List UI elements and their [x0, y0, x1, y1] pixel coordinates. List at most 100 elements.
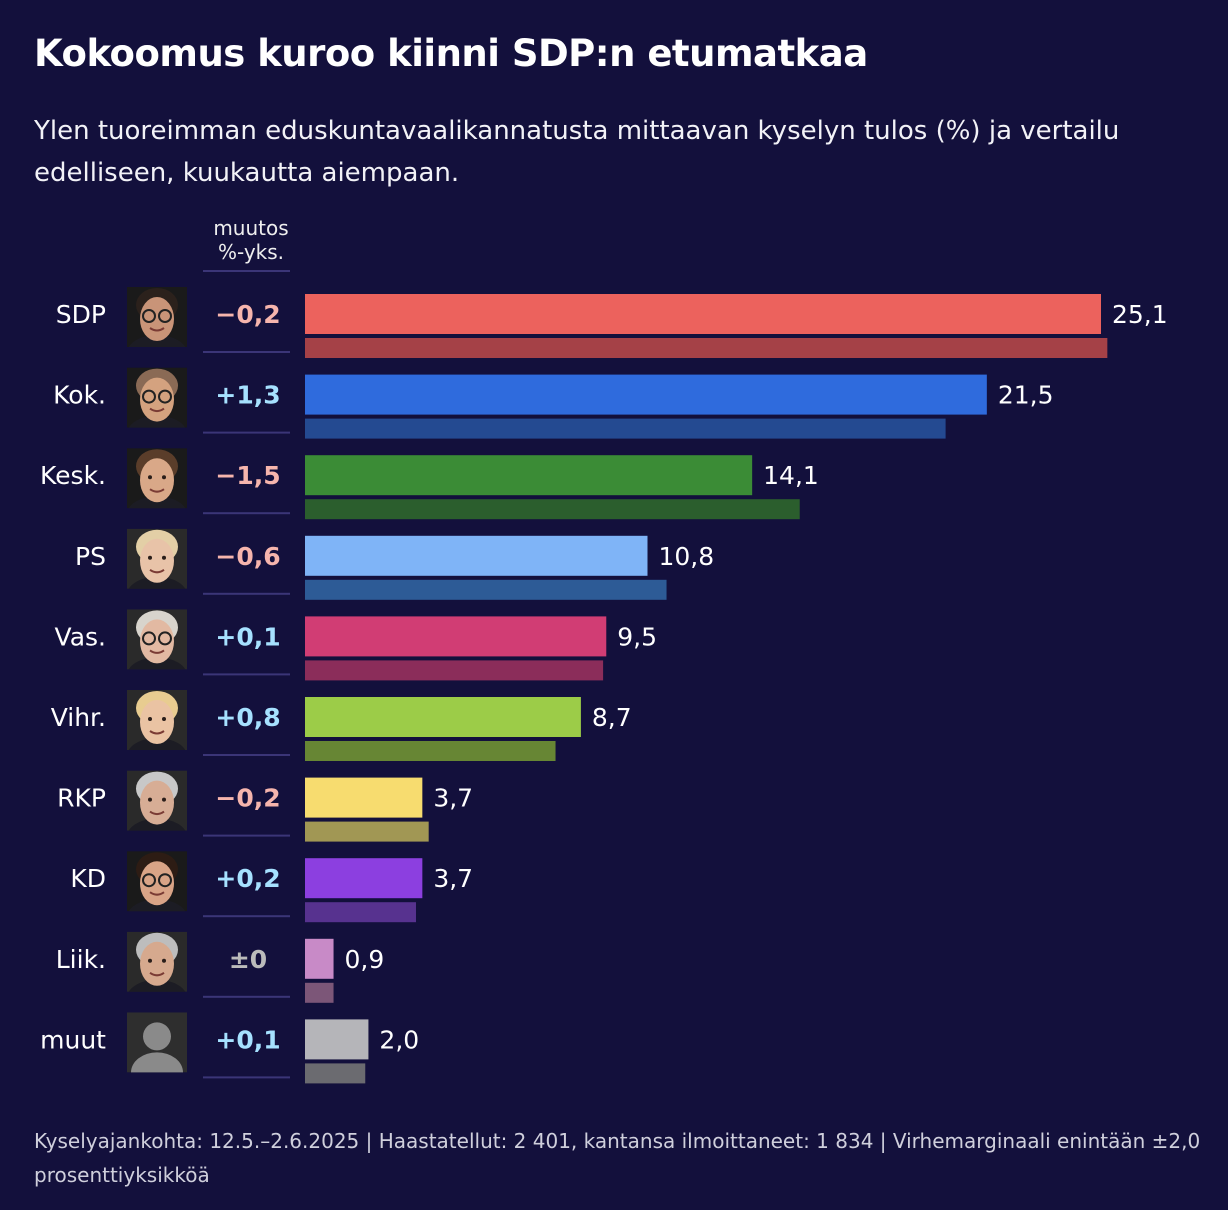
change-row-divider	[203, 915, 290, 918]
portrait-glasses-left	[142, 309, 156, 323]
portrait-shoulders	[128, 576, 186, 589]
value-label: 10,8	[659, 542, 715, 571]
party-leader-portrait-icon	[127, 690, 187, 750]
party-leader-portrait-icon	[127, 528, 187, 589]
change-row-divider	[203, 431, 290, 434]
current-result-bar	[305, 938, 334, 979]
party-leader-portrait-icon	[127, 931, 187, 992]
party-row-5: Vas. +0,1 9,5	[55, 609, 657, 681]
portrait-eye-right	[162, 475, 166, 480]
portrait-mouth	[149, 649, 165, 654]
portrait-shoulders	[128, 899, 186, 912]
portrait-face	[140, 538, 174, 583]
portrait-shoulders	[128, 496, 186, 509]
value-label: 9,5	[617, 622, 657, 651]
change-row-divider	[203, 834, 290, 837]
change-value: +0,1	[215, 622, 280, 651]
current-result-bar	[305, 535, 648, 576]
change-row-divider	[203, 995, 290, 998]
party-row-7: RKP −0,2 3,7	[57, 770, 473, 842]
party-leader-portrait-icon	[127, 367, 187, 428]
portrait-mouth	[149, 810, 165, 816]
previous-result-bar	[305, 579, 667, 600]
current-result-bar	[305, 616, 607, 657]
portrait-eye-right	[162, 958, 166, 963]
party-label: PS	[75, 542, 106, 571]
portrait-mouth	[149, 568, 165, 574]
current-result-bar	[305, 777, 423, 818]
silhouette-head	[143, 1022, 171, 1051]
previous-result-bar	[305, 499, 800, 520]
change-value: +1,3	[215, 381, 280, 410]
change-value: −0,2	[215, 784, 280, 813]
change-row-divider	[203, 351, 290, 353]
previous-result-bar	[305, 902, 416, 923]
previous-result-bar	[305, 660, 604, 681]
party-row-6: Vihr. +0,8 8,7	[51, 690, 632, 761]
portrait-eye-left	[148, 555, 152, 560]
party-row-3: Kesk. −1,5 14,1	[40, 448, 819, 520]
previous-result-bar	[305, 1063, 366, 1084]
portrait-mouth	[149, 730, 165, 735]
portrait-face	[140, 700, 174, 744]
portrait-face	[140, 297, 174, 341]
portrait-mouth	[149, 407, 165, 413]
previous-result-bar	[305, 741, 556, 761]
portrait-face	[140, 861, 174, 906]
party-label: SDP	[56, 300, 106, 329]
change-column-header: muutos %-yks.	[203, 216, 299, 264]
change-header-line1: muutos	[213, 216, 289, 240]
party-label: Vihr.	[51, 703, 106, 732]
portrait-eye-right	[162, 797, 166, 802]
party-row-1: SDP −0,2 25,1	[56, 287, 1168, 358]
previous-result-bar	[305, 418, 946, 439]
party-row-4: PS −0,6 10,8	[75, 528, 715, 600]
party-leader-portrait-icon	[127, 851, 187, 912]
value-label: 14,1	[763, 461, 819, 490]
change-row-divider	[203, 754, 290, 756]
change-value: +0,1	[215, 1025, 280, 1054]
previous-result-bar	[305, 821, 429, 842]
portrait-face	[140, 377, 174, 422]
portrait-glasses-right	[158, 631, 172, 646]
party-leader-portrait-icon	[127, 609, 187, 670]
party-leader-portrait-icon	[127, 448, 187, 509]
previous-result-bar	[305, 982, 334, 1003]
party-label: muut	[40, 1025, 106, 1054]
value-label: 0,9	[345, 945, 385, 974]
portrait-mouth	[149, 971, 165, 977]
party-label: Kok.	[53, 381, 106, 410]
portrait-glasses-right	[158, 309, 172, 323]
party-leader-portrait-icon	[127, 287, 187, 347]
party-row-9: Liik. ±0 0,9	[56, 931, 385, 1003]
party-label: Liik.	[56, 945, 106, 974]
value-label: 2,0	[379, 1025, 419, 1054]
party-label: Vas.	[55, 622, 106, 651]
change-row-divider	[203, 1076, 290, 1079]
silhouette-body	[131, 1052, 183, 1073]
party-leader-portrait-icon	[127, 770, 187, 831]
portrait-eye-left	[148, 797, 152, 802]
chart-title: Kokoomus kuroo kiinni SDP:n etumatkaa	[34, 32, 868, 75]
current-result-bar	[305, 1019, 369, 1060]
portrait-eye-right	[162, 717, 166, 721]
value-label: 3,7	[433, 784, 473, 813]
party-row-8: KD +0,2 3,7	[70, 851, 473, 923]
value-label: 3,7	[433, 864, 473, 893]
change-value: +0,2	[215, 864, 280, 893]
portrait-mouth	[149, 891, 165, 896]
portrait-face	[140, 941, 174, 986]
party-leader-portrait-icon	[127, 1012, 187, 1073]
chart-footer-note: Kyselyajankohta: 12.5.–2.6.2025 | Haasta…	[34, 1129, 1201, 1187]
change-header-line2: %-yks.	[217, 240, 285, 264]
portrait-mouth	[149, 488, 165, 493]
value-label: 8,7	[592, 703, 632, 732]
change-row-divider	[203, 512, 290, 515]
portrait-shoulders	[128, 335, 186, 347]
value-label: 21,5	[998, 381, 1054, 410]
current-result-bar	[305, 294, 1101, 334]
portrait-glasses-left	[142, 873, 156, 888]
portrait-shoulders	[128, 415, 186, 428]
party-label: RKP	[57, 784, 106, 813]
portrait-glasses-right	[158, 389, 172, 404]
